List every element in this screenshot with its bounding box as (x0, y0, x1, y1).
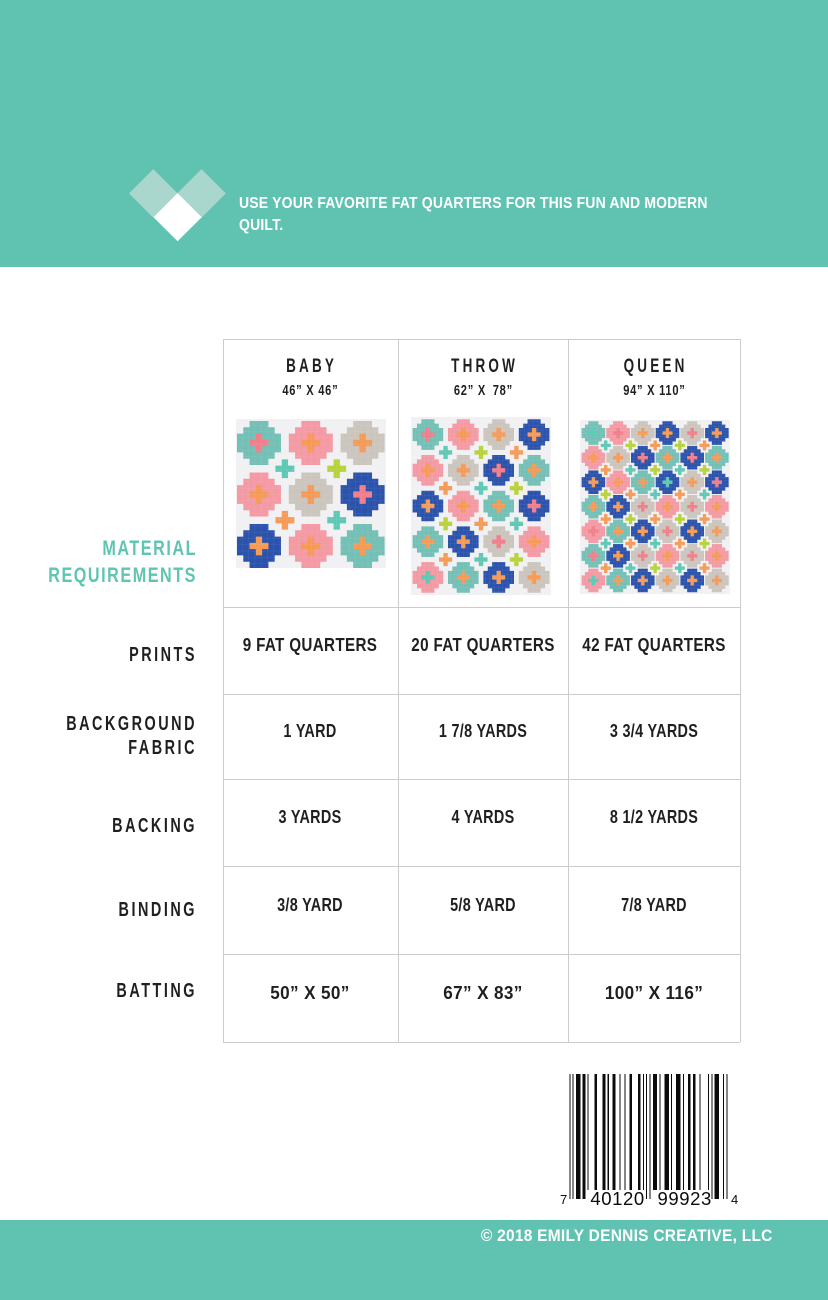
svg-text:40120: 40120 (590, 1188, 644, 1209)
svg-text:7: 7 (560, 1192, 567, 1207)
svg-text:4: 4 (731, 1192, 738, 1207)
svg-text:99923: 99923 (657, 1188, 711, 1209)
